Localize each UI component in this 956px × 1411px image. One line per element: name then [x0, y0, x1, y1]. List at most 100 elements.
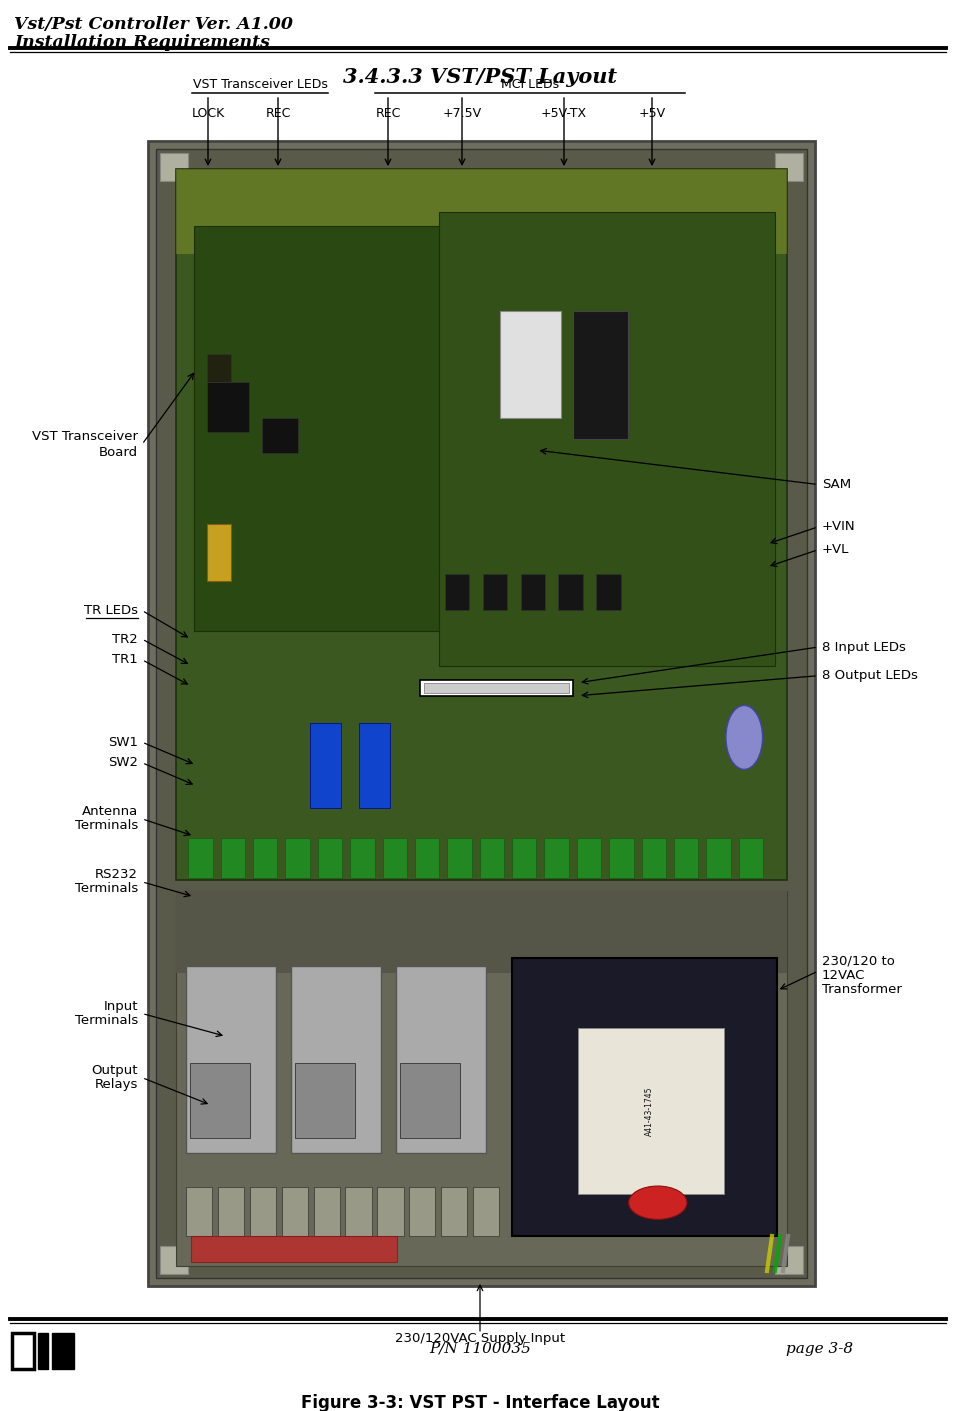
Bar: [473, 1187, 499, 1236]
Text: Antenna: Antenna: [82, 806, 138, 818]
Text: page 3-8: page 3-8: [787, 1342, 854, 1356]
Text: SW2: SW2: [108, 756, 138, 769]
Bar: [314, 1187, 339, 1236]
Bar: [295, 1064, 355, 1139]
Bar: [206, 525, 231, 581]
Bar: [544, 838, 569, 878]
Bar: [350, 838, 375, 878]
Text: 12VAC: 12VAC: [822, 968, 865, 982]
Bar: [176, 890, 787, 974]
Bar: [345, 1187, 372, 1236]
Bar: [188, 838, 212, 878]
Text: Figure 3-3: VST PST - Interface Layout: Figure 3-3: VST PST - Interface Layout: [301, 1394, 660, 1411]
Text: P/N 1100035: P/N 1100035: [429, 1342, 531, 1356]
Bar: [148, 141, 815, 1285]
Bar: [206, 382, 250, 432]
Bar: [578, 1027, 724, 1194]
Bar: [480, 838, 504, 878]
Bar: [176, 169, 787, 254]
Bar: [609, 838, 634, 878]
Bar: [38, 1333, 48, 1369]
Text: TR2: TR2: [112, 632, 138, 646]
Bar: [597, 574, 620, 610]
Bar: [400, 1064, 460, 1139]
Bar: [574, 310, 628, 439]
Bar: [576, 838, 601, 878]
Text: Transformer: Transformer: [822, 982, 902, 996]
Text: Board: Board: [98, 446, 138, 459]
Bar: [447, 838, 471, 878]
Bar: [221, 838, 245, 878]
Text: Terminals: Terminals: [75, 882, 138, 896]
Text: VST Transceiver LEDs: VST Transceiver LEDs: [192, 78, 328, 90]
Text: +VIN: +VIN: [822, 521, 856, 533]
Bar: [186, 1187, 212, 1236]
Bar: [706, 838, 730, 878]
Bar: [160, 1246, 188, 1274]
Text: Output: Output: [92, 1064, 138, 1077]
Text: 8 Output LEDs: 8 Output LEDs: [822, 669, 918, 682]
Bar: [409, 1187, 435, 1236]
Bar: [396, 967, 486, 1154]
Text: +5V: +5V: [639, 107, 665, 120]
Bar: [282, 1187, 308, 1236]
Bar: [317, 838, 342, 878]
Text: TR LEDs: TR LEDs: [84, 604, 138, 617]
Bar: [262, 418, 298, 453]
Text: MCI LEDs: MCI LEDs: [501, 78, 559, 90]
Bar: [250, 1187, 276, 1236]
Bar: [194, 226, 512, 631]
Text: 230/120VAC Supply Input: 230/120VAC Supply Input: [395, 1332, 565, 1345]
Text: A41-43-1745: A41-43-1745: [645, 1086, 654, 1136]
Bar: [674, 838, 699, 878]
Bar: [186, 967, 276, 1154]
Bar: [52, 1333, 74, 1369]
Text: +7.5V: +7.5V: [443, 107, 482, 120]
Bar: [558, 574, 583, 610]
Text: VST Transceiver: VST Transceiver: [32, 430, 138, 443]
Bar: [218, 1187, 244, 1236]
Text: Installation Requirements: Installation Requirements: [14, 34, 270, 51]
Bar: [160, 152, 188, 181]
Bar: [739, 838, 763, 878]
Bar: [156, 150, 807, 1278]
Bar: [176, 890, 787, 1266]
Bar: [286, 838, 310, 878]
Bar: [206, 354, 231, 382]
Text: RS232: RS232: [95, 868, 138, 882]
Ellipse shape: [726, 706, 763, 769]
Bar: [424, 683, 569, 693]
Bar: [359, 724, 390, 809]
Text: REC: REC: [376, 107, 401, 120]
Bar: [415, 838, 440, 878]
Text: LOCK: LOCK: [191, 107, 225, 120]
Text: Vst/Pst Controller Ver. A1.00: Vst/Pst Controller Ver. A1.00: [14, 16, 293, 32]
Bar: [641, 838, 666, 878]
Text: Terminals: Terminals: [75, 820, 138, 832]
Bar: [439, 212, 774, 666]
Bar: [441, 1187, 467, 1236]
Text: 3.4.3.3 VST/PST Layout: 3.4.3.3 VST/PST Layout: [343, 66, 617, 87]
Bar: [500, 310, 561, 418]
Text: REC: REC: [266, 107, 291, 120]
Bar: [483, 574, 508, 610]
Text: +VL: +VL: [822, 543, 849, 556]
Bar: [191, 1236, 398, 1263]
Text: SW1: SW1: [108, 735, 138, 749]
Text: SAM: SAM: [822, 478, 851, 491]
Bar: [378, 1187, 403, 1236]
Text: Relays: Relays: [95, 1078, 138, 1091]
Text: +5V-TX: +5V-TX: [541, 107, 587, 120]
Bar: [512, 958, 777, 1236]
Bar: [382, 838, 407, 878]
Text: Input: Input: [103, 1000, 138, 1013]
Bar: [775, 152, 803, 181]
Bar: [12, 1333, 34, 1369]
Bar: [190, 1064, 250, 1139]
Text: TR1: TR1: [112, 653, 138, 666]
Text: 230/120 to: 230/120 to: [822, 955, 895, 968]
Bar: [521, 574, 545, 610]
Text: Terminals: Terminals: [75, 1015, 138, 1027]
Bar: [421, 680, 574, 696]
Bar: [512, 838, 536, 878]
